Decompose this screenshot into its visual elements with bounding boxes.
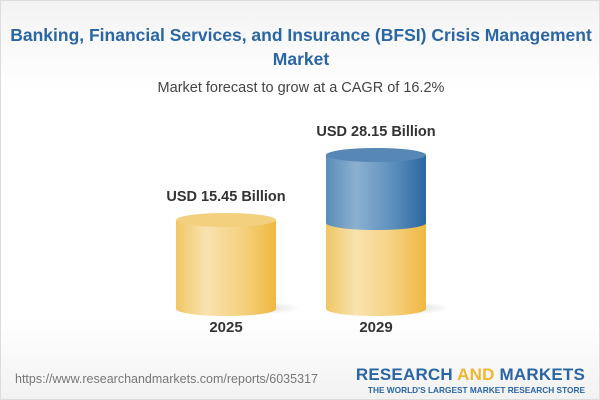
year-label-2029: 2029 (359, 319, 393, 336)
bar-2029-base (326, 223, 426, 316)
bar-2029-growth (326, 148, 426, 230)
value-label-2025: USD 15.45 Billion (166, 189, 286, 205)
chart-title: Banking, Financial Services, and Insuran… (10, 25, 592, 69)
logo-research: RESEARCH (355, 365, 458, 384)
logo: RESEARCH AND MARKETS (356, 365, 585, 385)
logo-markets: MARKETS (494, 365, 585, 384)
logo-tagline: THE WORLD'S LARGEST MARKET RESEARCH STOR… (367, 385, 585, 395)
value-label-2029: USD 28.15 Billion (316, 124, 436, 140)
cylinder-top (176, 213, 276, 227)
cylinder-bottom (326, 302, 426, 316)
chart-subtitle: Market forecast to grow at a CAGR of 16.… (157, 80, 445, 96)
cylinder-top (326, 148, 426, 162)
logo-and: AND (457, 365, 495, 384)
segment-bottom (326, 216, 426, 230)
bar-2025 (176, 213, 276, 316)
year-label-2025: 2025 (209, 319, 243, 336)
cylinder-bottom (176, 302, 276, 316)
source-url[interactable]: https://www.researchandmarkets.com/repor… (15, 372, 318, 386)
